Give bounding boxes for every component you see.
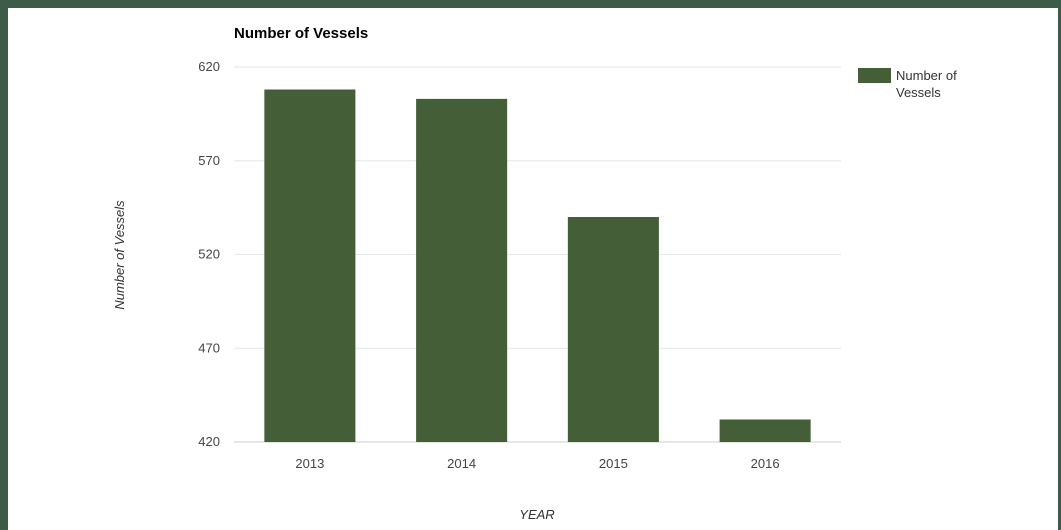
x-tick-label: 2015: [599, 456, 628, 471]
bar-2015: [568, 217, 659, 442]
x-axis-ticks: 2013 2014 2015 2016: [295, 456, 779, 471]
bar-2016: [720, 420, 811, 443]
y-tick-label: 620: [198, 59, 220, 74]
y-tick-label: 570: [198, 153, 220, 168]
y-axis-ticks: 420 470 520 570 620: [198, 59, 220, 449]
bar-2014: [416, 99, 507, 442]
y-axis-title: Number of Vessels: [112, 200, 127, 310]
legend-label: Number of Vessels: [896, 68, 957, 100]
chart-title: Number of Vessels: [234, 25, 368, 42]
bar-2013: [264, 90, 355, 443]
x-tick-label: 2013: [295, 456, 324, 471]
y-tick-label: 520: [198, 247, 220, 262]
x-tick-label: 2016: [751, 456, 780, 471]
y-tick-label: 470: [198, 340, 220, 355]
legend: Number of Vessels: [858, 68, 957, 100]
y-tick-label: 420: [198, 434, 220, 449]
bars: [264, 90, 810, 443]
chart-frame: Number of Vessels 420 470 520 570 620 2013 20…: [8, 8, 1058, 530]
x-tick-label: 2014: [447, 456, 476, 471]
x-axis-title: YEAR: [519, 507, 554, 522]
legend-swatch: [858, 68, 891, 83]
